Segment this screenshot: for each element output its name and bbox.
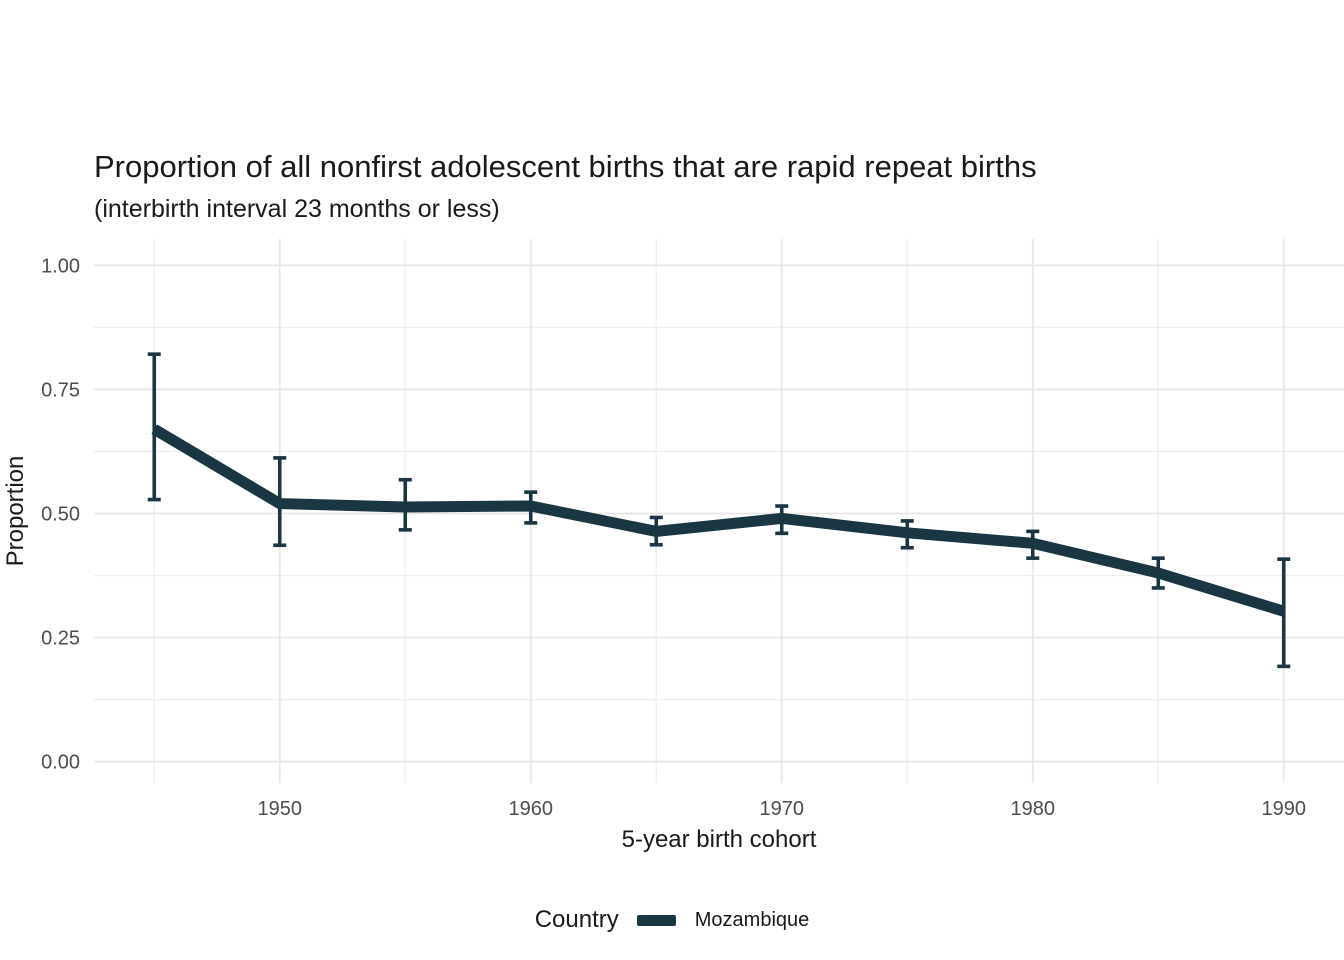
y-tick-label: 0.50 [41,503,80,525]
legend: Country Mozambique [0,896,1344,944]
y-axis-title: Proportion [2,456,29,567]
series-line-mozambique [151,424,1286,617]
chart-subtitle: (interbirth interval 23 months or less) [94,195,500,223]
y-tick-label: 1.00 [41,255,80,277]
x-axis-title: 5-year birth cohort [622,826,817,853]
x-tick-label: 1980 [1011,798,1056,820]
y-tick-label: 0.25 [41,628,80,650]
x-tick-label: 1960 [508,798,553,820]
data-layer [147,352,1291,669]
legend-title: Country [534,906,619,933]
x-tick-label: 1950 [257,798,302,820]
legend-key-mozambique-line [636,914,676,926]
grid-layer [94,239,1344,783]
chart-title: Proportion of all nonfirst adolescent bi… [94,149,1037,184]
axis-layer: 0.00 0.25 0.50 0.75 1.00 1950 1960 1970 1980 1990 [41,255,1306,820]
y-tick-label: 0.00 [41,752,80,774]
x-tick-label: 1990 [1262,798,1307,820]
x-tick-label: 1970 [760,798,805,820]
legend-item-label-mozambique: Mozambique [694,908,810,931]
y-tick-label: 0.75 [41,379,80,401]
